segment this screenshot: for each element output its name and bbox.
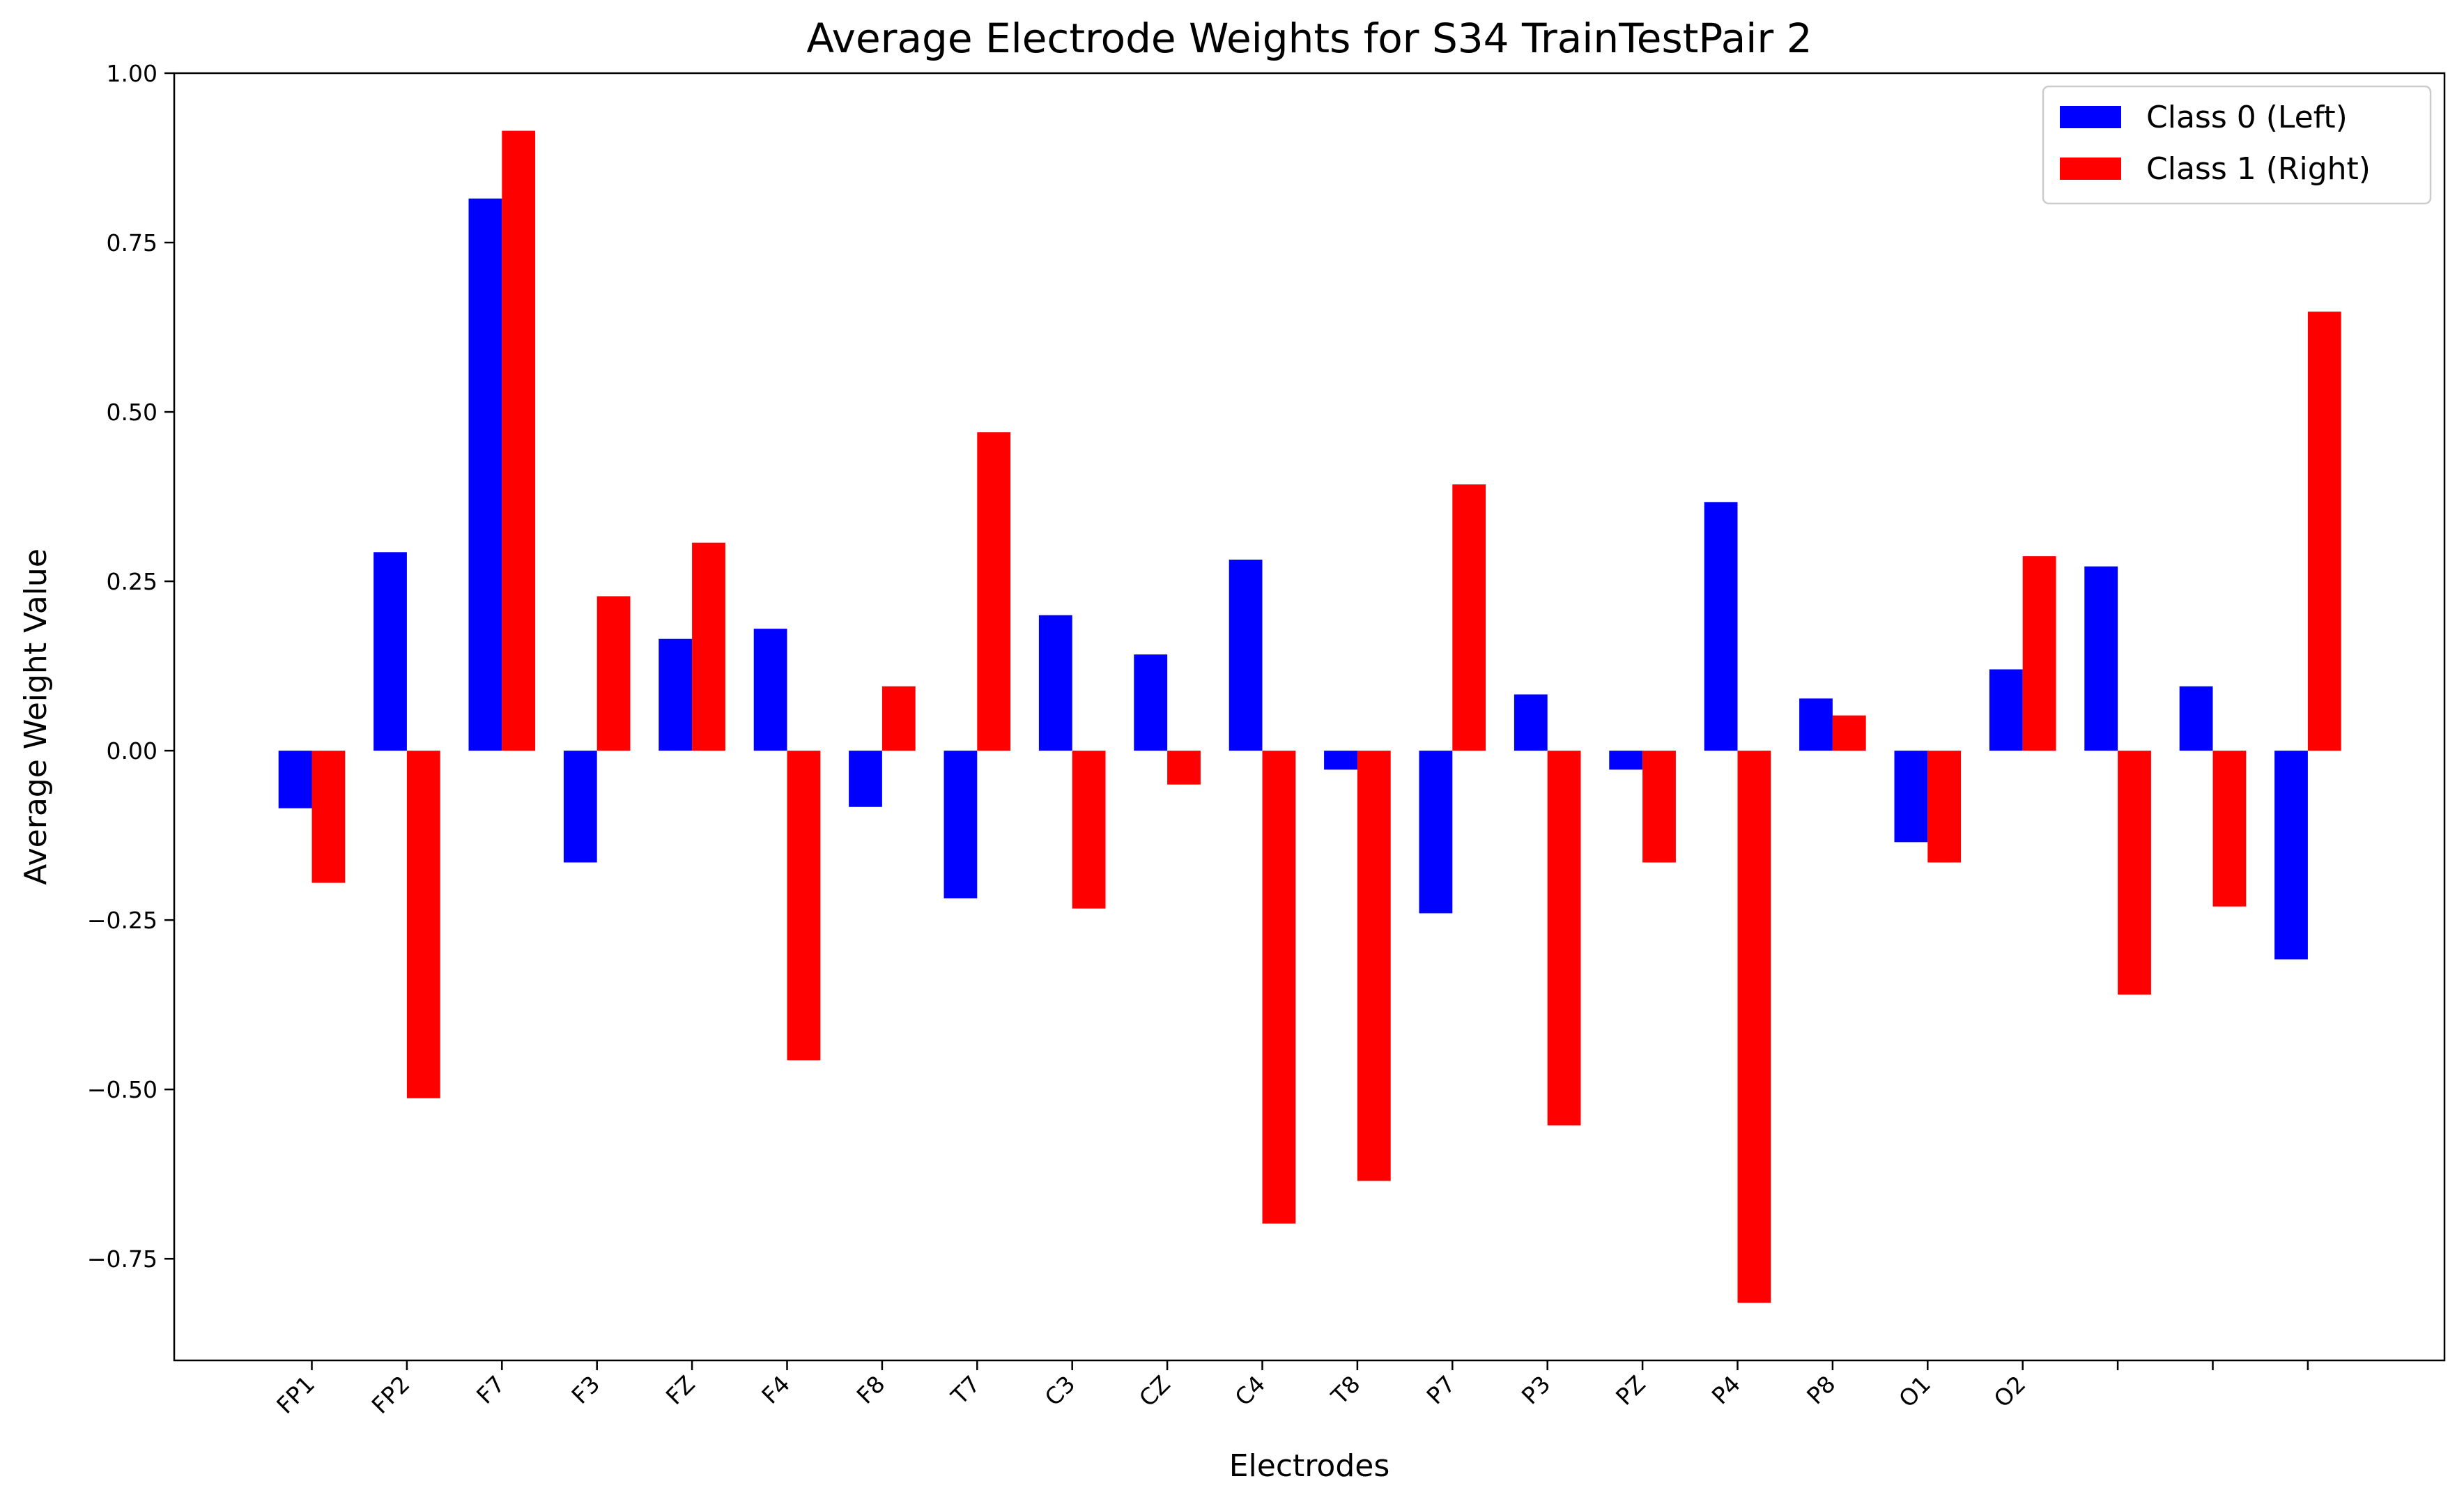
bar-class1-slot-21 <box>2212 751 2247 907</box>
x-tick-label: F8 <box>852 1370 891 1409</box>
x-tick-label: F4 <box>756 1370 795 1409</box>
x-tick-label: P7 <box>1421 1370 1461 1410</box>
bar-class1-P8 <box>1832 715 1866 751</box>
bar-class0-P4 <box>1704 502 1738 751</box>
y-tick-label: 0.25 <box>107 568 157 595</box>
bar-class0-PZ <box>1609 751 1643 770</box>
bar-class0-P3 <box>1514 694 1548 751</box>
bar-class1-P3 <box>1547 751 1581 1126</box>
x-tick-label: C4 <box>1229 1370 1270 1411</box>
y-axis-label: Average Weight Value <box>18 548 54 885</box>
bar-class1-F3 <box>596 596 631 751</box>
bar-class0-C4 <box>1229 559 1263 751</box>
bar-class1-F7 <box>502 130 536 751</box>
bar-class1-slot-22 <box>2307 312 2341 751</box>
x-tick-label: P3 <box>1516 1370 1556 1410</box>
chart-title: Average Electrode Weights for S34 TrainT… <box>806 15 1812 62</box>
bar-class0-FP1 <box>278 751 312 808</box>
bar-class0-T7 <box>944 751 978 899</box>
bar-class1-T8 <box>1357 751 1391 1181</box>
bar-class0-O2 <box>1989 669 2023 751</box>
bar-class0-FP2 <box>374 552 407 751</box>
x-tick-label: P4 <box>1707 1370 1746 1410</box>
bar-class1-FZ <box>692 542 725 751</box>
y-tick-label: −0.50 <box>87 1076 157 1103</box>
legend-label-class1: Class 1 (Right) <box>2146 151 2371 187</box>
bar-class0-FZ <box>659 638 693 751</box>
bar-class1-FP2 <box>406 751 440 1098</box>
y-tick-label: 0.75 <box>107 229 157 256</box>
bar-class0-F4 <box>753 629 787 751</box>
bar-class0-F7 <box>468 198 502 751</box>
y-tick-label: −0.75 <box>87 1245 157 1273</box>
bar-class1-FP1 <box>311 751 346 883</box>
bar-class0-F3 <box>563 751 597 863</box>
bar-class1-PZ <box>1642 751 1676 863</box>
legend-swatch-class0 <box>2060 106 2121 128</box>
bar-class1-O1 <box>1927 751 1962 863</box>
bar-class0-T8 <box>1324 751 1357 770</box>
x-tick-label: O1 <box>1893 1370 1936 1413</box>
bar-class1-C3 <box>1072 751 1106 909</box>
bar-class1-T7 <box>977 432 1011 751</box>
bar-class1-P4 <box>1737 751 1771 1303</box>
bar-class0-slot-21 <box>2179 686 2213 751</box>
bar-class0-P7 <box>1419 751 1453 914</box>
bar-class0-C3 <box>1038 615 1072 751</box>
x-tick-label: PZ <box>1610 1370 1651 1411</box>
x-axis-label: Electrodes <box>1229 1448 1390 1484</box>
legend: Class 0 (Left) Class 1 (Right) <box>2042 85 2432 205</box>
y-tick-label: 0.50 <box>107 399 157 426</box>
bar-class1-slot-20 <box>2118 751 2151 995</box>
y-tick-label: −0.25 <box>87 907 157 934</box>
bar-class0-O1 <box>1894 751 1928 843</box>
bar-class0-F8 <box>849 751 882 807</box>
plot-area: 1.00 0.75 0.50 0.25 0.00 −0.25 −0.50 −0.75 FP1 FP… <box>87 60 2446 1419</box>
x-tick-label: O2 <box>1989 1370 2031 1413</box>
legend-label-class0: Class 0 (Left) <box>2146 100 2348 135</box>
x-tick-label: CZ <box>1134 1370 1176 1412</box>
y-tick-label: 1.00 <box>107 60 157 87</box>
x-tick-label: FP1 <box>271 1370 320 1419</box>
legend-swatch-class1 <box>2060 158 2121 180</box>
legend-box <box>2042 85 2432 205</box>
x-tick-label: P8 <box>1801 1370 1841 1410</box>
bar-class0-slot-20 <box>2084 566 2118 751</box>
bar-class1-F4 <box>787 751 821 1061</box>
x-tick-label: FZ <box>661 1370 700 1410</box>
bar-class0-CZ <box>1134 654 1168 751</box>
bar-class1-O2 <box>2022 556 2056 751</box>
x-tick-label: FP2 <box>367 1370 415 1419</box>
bar-class1-P7 <box>1452 484 1486 751</box>
bar-class1-C4 <box>1262 751 1296 1224</box>
x-tick-label: F7 <box>471 1370 510 1409</box>
x-tick-label: T7 <box>946 1370 985 1410</box>
bar-class0-P8 <box>1799 698 1833 751</box>
y-tick-label: 0.00 <box>107 737 157 765</box>
bar-class0-slot-22 <box>2274 751 2308 960</box>
x-tick-label: C3 <box>1040 1370 1081 1411</box>
plot-frame <box>173 72 2446 1362</box>
x-tick-label: T8 <box>1325 1370 1365 1410</box>
bar-class1-CZ <box>1167 751 1201 785</box>
x-tick-label: F3 <box>567 1370 606 1409</box>
bar-class1-F8 <box>881 686 916 751</box>
